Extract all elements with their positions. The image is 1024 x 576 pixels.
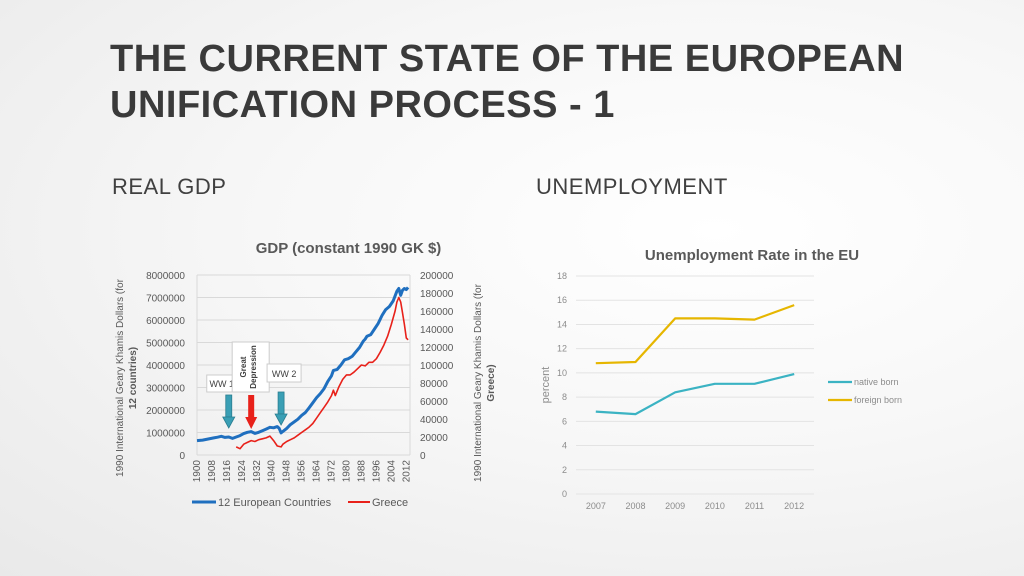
x-tick-label: 1908 <box>207 460 218 483</box>
ww2-label: WW 2 <box>272 369 297 379</box>
y-right-tick-label: 140000 <box>420 325 454 336</box>
y-left-tick-label: 2000000 <box>146 406 185 417</box>
y-left-tick-label: 5000000 <box>146 339 185 350</box>
x-tick-label: 2011 <box>745 501 764 511</box>
y-right-tick-label: 100000 <box>420 361 454 372</box>
unemployment-chart-title: Unemployment Rate in the EU <box>645 247 859 264</box>
great-depression-label-line2: Depression <box>249 345 258 389</box>
y-tick-label: 8 <box>562 392 567 402</box>
unemployment-heading: UNEMPLOYMENT <box>536 174 728 199</box>
x-tick-label: 1988 <box>356 460 367 483</box>
y-tick-label: 14 <box>557 319 567 329</box>
europe-gdp-line <box>196 286 410 443</box>
y-tick-label: 12 <box>557 344 567 354</box>
greece-gdp-line <box>235 296 409 450</box>
legend-foreign-label: foreign born <box>854 395 902 405</box>
real-gdp-heading: REAL GDP <box>112 174 227 199</box>
x-tick-label: 2007 <box>586 501 606 511</box>
x-tick-label: 1948 <box>282 460 293 483</box>
great-depression-arrow-shaft <box>248 395 255 417</box>
y-tick-label: 4 <box>562 441 567 451</box>
x-tick-label: 1996 <box>371 460 382 483</box>
x-tick-label: 1980 <box>341 460 352 483</box>
y-right-tick-label: 0 <box>420 451 426 462</box>
ww2-label-box <box>266 363 302 383</box>
y-right-tick-label: 180000 <box>420 289 454 300</box>
x-tick-label: 2009 <box>665 501 685 511</box>
y-right-tick-label: 20000 <box>420 433 448 444</box>
x-tick-label: 1924 <box>237 460 248 483</box>
y-tick-label: 18 <box>557 271 567 281</box>
legend-europe-label: 12 European Countries <box>218 497 332 509</box>
y-left-tick-label: 3000000 <box>146 384 185 395</box>
great-depression-label-line1: Great <box>239 356 248 377</box>
y-right-tick-label: 80000 <box>420 379 448 390</box>
page-title: THE CURRENT STATE OF THE EUROPEAN UNIFICA… <box>110 36 930 128</box>
y-left-axis-title-bold: 12 countries) <box>128 347 139 409</box>
x-tick-label: 2012 <box>401 460 412 483</box>
x-tick-label: 1964 <box>312 460 323 483</box>
great-depression-arrow-head <box>245 417 258 429</box>
x-tick-label: 1972 <box>327 460 338 483</box>
x-tick-label: 1940 <box>267 460 278 483</box>
ww1-label: WW 1 <box>210 379 235 389</box>
y-tick-label: 6 <box>562 416 567 426</box>
y-left-axis-title: 1990 International Geary Khamis Dollars … <box>115 278 126 477</box>
y-right-axis-title: 1990 International Geary Khamis Dollars … <box>473 283 484 482</box>
x-tick-label: 1956 <box>297 460 308 483</box>
legend-native-label: native born <box>854 377 899 387</box>
native-born-line <box>595 373 795 416</box>
ww1-arrow-head <box>222 416 236 429</box>
x-tick-label: 1900 <box>192 460 203 483</box>
y-tick-label: 0 <box>562 489 567 499</box>
x-tick-label: 2010 <box>705 501 725 511</box>
legend-greece-label: Greece <box>372 497 408 509</box>
x-tick-label: 1932 <box>252 460 263 483</box>
y-right-tick-label: 200000 <box>420 271 454 282</box>
y-right-tick-label: 60000 <box>420 397 448 408</box>
y-left-tick-label: 6000000 <box>146 316 185 327</box>
y-right-tick-label: 160000 <box>420 307 454 318</box>
y-left-tick-label: 8000000 <box>146 271 185 282</box>
page-title-line1: THE CURRENT STATE OF THE EUROPEAN <box>110 38 905 80</box>
y-axis-title: percent <box>540 367 552 404</box>
page-title-line2: UNIFICATION PROCESS - 1 <box>110 84 615 126</box>
y-tick-label: 16 <box>557 295 567 305</box>
y-tick-label: 10 <box>557 368 567 378</box>
y-left-tick-label: 7000000 <box>146 294 185 305</box>
x-tick-label: 2012 <box>784 501 804 511</box>
foreign-born-line <box>595 304 795 365</box>
gdp-chart-title: GDP (constant 1990 GK $) <box>256 240 442 257</box>
ww2-arrow-head <box>274 413 288 426</box>
y-left-tick-label: 0 <box>179 451 185 462</box>
y-left-tick-label: 1000000 <box>146 429 185 440</box>
y-tick-label: 2 <box>562 465 567 475</box>
x-tick-label: 2008 <box>625 501 645 511</box>
x-tick-label: 1916 <box>222 460 233 483</box>
y-right-axis-title-bold: Greece) <box>486 364 497 401</box>
y-right-tick-label: 40000 <box>420 415 448 426</box>
y-right-tick-label: 120000 <box>420 343 454 354</box>
great-depression-label-box <box>231 341 270 393</box>
x-tick-label: 2004 <box>386 460 397 483</box>
y-left-tick-label: 4000000 <box>146 361 185 372</box>
